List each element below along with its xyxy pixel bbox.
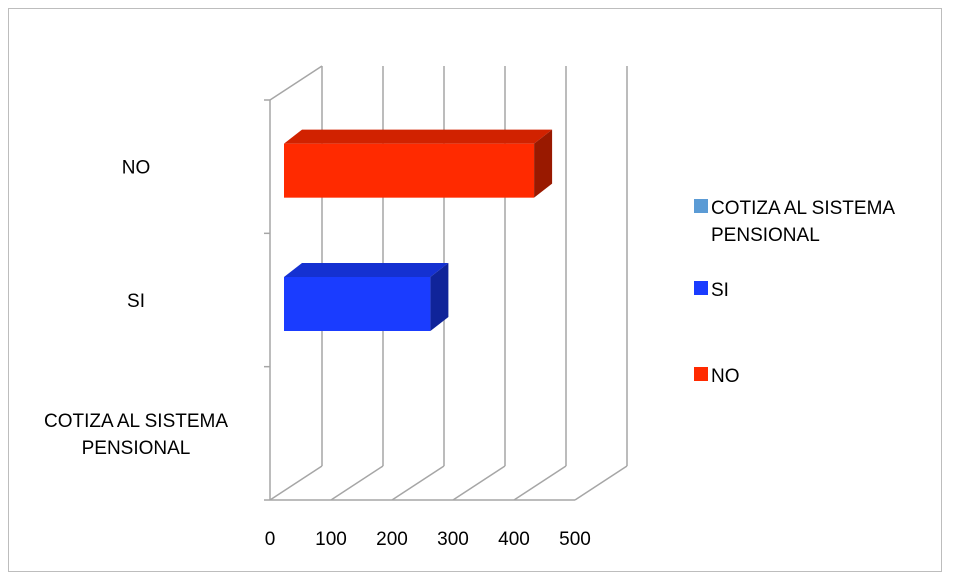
floor-diagonal-0 (269, 465, 323, 501)
category-label-0: COTIZA AL SISTEMA PENSIONAL (44, 411, 228, 459)
bar-side-2 (534, 129, 553, 198)
legend-label-2: NO (711, 366, 740, 387)
floor-diagonal-500 (574, 465, 628, 501)
bar-1 (284, 277, 431, 331)
legend-label-1: SI (711, 280, 729, 301)
bar-top-1 (284, 263, 449, 277)
legend-swatch-2 (694, 367, 708, 381)
legend-swatch-1 (694, 281, 708, 295)
bar-2 (284, 143, 535, 198)
left-wall-top-edge (269, 65, 323, 101)
x-tick-label-0: 0 (265, 529, 276, 550)
category-label-1: SI (127, 291, 145, 312)
bar-side-1 (430, 263, 449, 331)
floor-diagonal-300 (452, 465, 506, 501)
x-tick-label-100: 100 (315, 529, 347, 550)
floor-diagonal-400 (513, 465, 567, 501)
x-tick-label-400: 400 (498, 529, 530, 550)
x-tick-label-200: 200 (376, 529, 408, 550)
legend-swatch-0 (694, 199, 708, 213)
chart-area (8, 8, 942, 572)
x-tick-label-300: 300 (437, 529, 469, 550)
x-tick-label-500: 500 (559, 529, 591, 550)
legend-label-0: COTIZA AL SISTEMA PENSIONAL (711, 198, 895, 246)
category-label-2: NO (122, 158, 151, 179)
floor-diagonal-100 (330, 465, 384, 501)
bar-top-2 (284, 129, 553, 144)
floor-diagonal-200 (391, 465, 445, 501)
